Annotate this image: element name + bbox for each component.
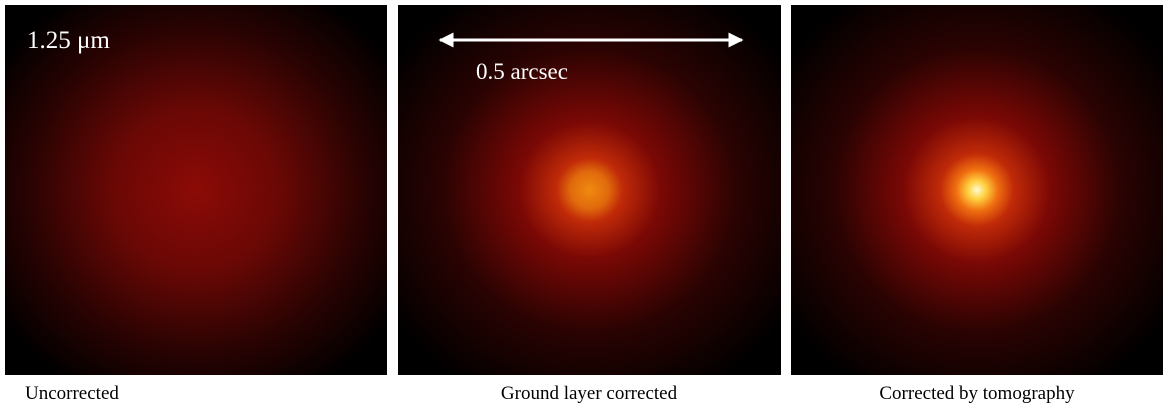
caption: Ground layer corrected xyxy=(501,383,678,404)
wavelength-label: 1.25 μm xyxy=(27,27,110,54)
psf-image xyxy=(791,5,1163,375)
scale-label: 0.5 arcsec xyxy=(476,59,568,84)
page: 1.25 μm 0.5 arcsec Uncorrected Ground la… xyxy=(0,0,1166,409)
figure: 1.25 μm 0.5 arcsec Uncorrected Ground la… xyxy=(0,0,1166,409)
psf-image xyxy=(5,5,387,375)
psf-image xyxy=(398,5,781,375)
caption: Corrected by tomography xyxy=(879,383,1075,404)
caption: Uncorrected xyxy=(25,383,119,404)
